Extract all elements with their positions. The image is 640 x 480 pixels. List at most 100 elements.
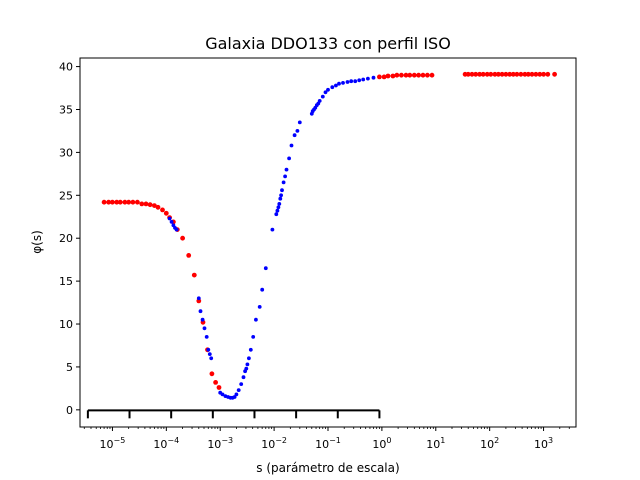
data-point-red (135, 199, 140, 205)
data-point-blue (357, 78, 362, 83)
data-point-blue (244, 366, 249, 371)
data-point-blue (198, 309, 203, 314)
x-tick-label: 10−3 (207, 436, 233, 451)
data-point-red (381, 74, 387, 80)
data-point-blue (174, 227, 179, 232)
data-point-blue (341, 81, 345, 85)
data-point-blue (279, 193, 283, 198)
data-point-blue (169, 220, 174, 224)
data-point-red (117, 199, 123, 205)
data-point-blue (247, 356, 251, 361)
data-point-red (163, 210, 169, 216)
data-point-blue (287, 156, 291, 161)
data-point-red (545, 71, 551, 77)
data-point-red (385, 73, 391, 79)
data-point-blue (366, 76, 370, 81)
x-tick-label: 10−4 (153, 436, 179, 451)
data-point-red (496, 71, 501, 77)
data-point-red (541, 71, 546, 77)
data-point-blue (260, 287, 265, 292)
data-point-blue (297, 120, 302, 125)
x-tick-label: 101 (426, 436, 445, 451)
data-point-blue (270, 227, 275, 232)
x-tick-label: 103 (534, 436, 553, 451)
data-point-blue (280, 188, 284, 193)
data-point-red (510, 71, 516, 77)
data-point-blue (245, 362, 250, 367)
data-point-blue (236, 388, 241, 392)
data-point-blue (276, 205, 281, 210)
data-point-blue (248, 347, 253, 352)
y-tick-label: 25 (59, 189, 73, 202)
data-point-red (213, 380, 219, 385)
data-point-red (420, 72, 426, 78)
data-point-red (473, 71, 479, 77)
y-tick-label: 0 (66, 404, 73, 417)
data-point-blue (361, 77, 366, 82)
data-point-blue (284, 167, 289, 172)
axes-frame (79, 57, 577, 428)
data-point-blue (254, 317, 258, 322)
data-point-blue (334, 83, 338, 88)
data-point-red (160, 207, 165, 213)
data-point-blue (295, 129, 300, 133)
data-point-blue (326, 87, 330, 92)
x-tick-label: 10−1 (315, 436, 341, 451)
data-point-red (552, 71, 557, 77)
y-tick-label: 40 (59, 61, 73, 74)
data-point-blue (263, 266, 268, 271)
data-point-red (429, 72, 435, 78)
data-point-red (377, 74, 382, 80)
data-point-blue (292, 133, 297, 138)
x-tick-label: 10−5 (100, 436, 126, 451)
data-point-blue (202, 326, 207, 331)
data-point-red (403, 72, 409, 78)
y-tick-label: 35 (59, 103, 73, 116)
x-tick-label: 102 (480, 436, 499, 451)
data-point-blue (220, 392, 225, 397)
y-tick-label: 20 (59, 232, 73, 245)
data-point-red (126, 199, 132, 205)
data-point-red (411, 72, 417, 78)
data-point-red (507, 71, 513, 77)
x-tick-label: 10−2 (261, 436, 287, 451)
data-point-red (139, 201, 145, 207)
data-point-red (147, 202, 153, 208)
data-point-red (522, 71, 528, 77)
data-point-red (514, 71, 520, 77)
data-point-blue (167, 216, 172, 221)
y-tick-label: 30 (59, 146, 73, 159)
data-point-blue (345, 80, 350, 84)
data-point-red (143, 201, 149, 207)
data-point-blue (317, 99, 322, 103)
y-tick-label: 15 (59, 275, 73, 288)
data-point-red (114, 199, 120, 205)
y-tick-label: 5 (66, 361, 73, 374)
data-point-red (152, 203, 157, 209)
data-point-blue (196, 296, 201, 301)
data-point-blue (239, 382, 244, 386)
data-point-red (191, 272, 197, 278)
x-tick-label: 100 (372, 436, 391, 451)
data-point-red (425, 72, 430, 78)
data-point-red (216, 385, 222, 390)
data-point-red (122, 199, 128, 205)
data-point-blue (206, 347, 211, 352)
data-point-blue (281, 180, 286, 185)
data-point-red (525, 71, 531, 77)
y-axis: 0 5 10 15 20 25 30 35 40 (59, 61, 80, 417)
data-point-blue (371, 75, 376, 80)
data-point-red (110, 199, 115, 205)
data-point-red (416, 72, 421, 78)
x-axis: 10−5 10−4 10−3 10−2 10−1 100 101 102 103 (83, 427, 570, 451)
data-point-red (106, 199, 111, 205)
data-point-blue (278, 196, 283, 201)
data-point-blue (283, 174, 287, 179)
data-point-red (518, 71, 524, 77)
data-point-red (155, 204, 161, 210)
data-point-red (492, 71, 498, 77)
data-point-red (407, 72, 413, 78)
data-point-red (533, 71, 539, 77)
data-point-blue (277, 202, 282, 206)
